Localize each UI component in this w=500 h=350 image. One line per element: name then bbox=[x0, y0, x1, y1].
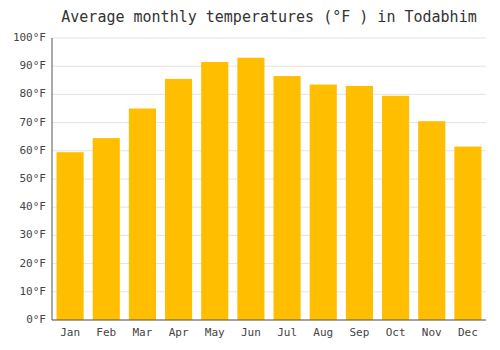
y-tick-label: 60°F bbox=[20, 144, 47, 157]
bar bbox=[346, 86, 373, 320]
x-tick-label: Sep bbox=[349, 326, 369, 339]
x-tick-label: Dec bbox=[458, 326, 478, 339]
bar bbox=[418, 121, 445, 320]
grid bbox=[52, 38, 486, 320]
grid-line bbox=[52, 38, 486, 39]
x-axis: Jan Feb Mar Apr May Jun Jul Aug Sep Oct Nov Dec bbox=[60, 326, 478, 339]
chart-container: Average monthly temperatures (°F ) in To… bbox=[0, 0, 500, 350]
x-axis-line bbox=[52, 320, 486, 321]
y-tick-label: 30°F bbox=[20, 228, 47, 241]
bar bbox=[201, 62, 228, 320]
y-tick-label: 20°F bbox=[20, 257, 47, 270]
grid-line bbox=[52, 320, 486, 321]
bar bbox=[310, 85, 337, 320]
x-tick-label: Jun bbox=[241, 326, 261, 339]
bar bbox=[382, 96, 409, 320]
x-tick-label: Feb bbox=[96, 326, 116, 339]
y-tick-label: 70°F bbox=[20, 116, 47, 129]
title: Average monthly temperatures (°F ) in To… bbox=[61, 8, 476, 26]
x-tick-label: Jan bbox=[60, 326, 80, 339]
x-tick-label: Oct bbox=[386, 326, 406, 339]
y-axis: 0°F 10°F 20°F 30°F 40°F 50°F 60°F 70°F 80°F 90°F 1… bbox=[13, 31, 46, 326]
x-tick-label: Nov bbox=[422, 326, 442, 339]
y-tick-label: 40°F bbox=[20, 200, 47, 213]
chart: Average monthly temperatures (°F ) in To… bbox=[0, 0, 500, 350]
grid-line bbox=[52, 94, 486, 95]
bars bbox=[57, 58, 482, 320]
y-tick-label: 100°F bbox=[13, 31, 46, 44]
x-tick-label: Jul bbox=[277, 326, 297, 339]
y-tick-label: 0°F bbox=[26, 313, 46, 326]
y-tick-label: 50°F bbox=[20, 172, 47, 185]
bar bbox=[454, 147, 481, 320]
y-tick-label: 80°F bbox=[20, 87, 47, 100]
bar bbox=[165, 79, 192, 320]
y-axis-line bbox=[52, 38, 53, 320]
bar bbox=[274, 76, 301, 320]
y-tick-label: 90°F bbox=[20, 59, 47, 72]
x-tick-label: Aug bbox=[313, 326, 333, 339]
bar bbox=[57, 152, 84, 320]
bar bbox=[237, 58, 264, 320]
bar bbox=[93, 138, 120, 320]
x-tick-label: May bbox=[205, 326, 225, 339]
bar bbox=[129, 109, 156, 321]
x-tick-label: Mar bbox=[132, 326, 152, 339]
grid-line bbox=[52, 66, 486, 67]
x-tick-label: Apr bbox=[169, 326, 189, 339]
y-tick-label: 10°F bbox=[20, 285, 47, 298]
